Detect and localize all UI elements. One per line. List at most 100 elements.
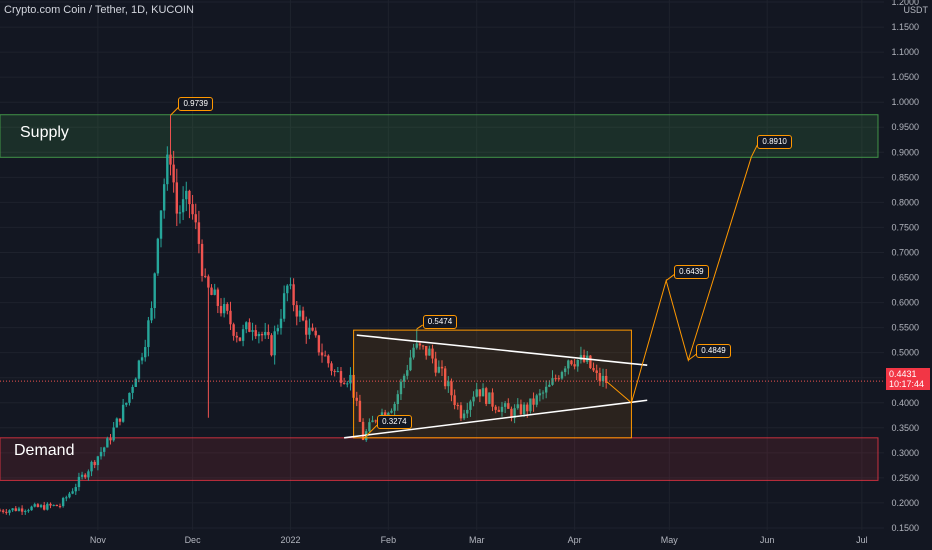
y-tick-label: 0.3500 [891,423,919,433]
candle-body [68,493,71,498]
candle-body [254,330,257,337]
y-tick-label: 0.7500 [891,222,919,232]
candle-body [311,327,314,331]
candle-body [191,204,194,215]
y-tick-label: 0.4000 [891,398,919,408]
price-callout: 0.9739 [178,97,213,112]
last-price-value: 0.4431 [889,369,917,379]
candle-body [371,420,374,423]
candle-body [560,372,564,379]
candle-body [77,476,81,488]
candle-body [213,289,216,295]
candle-body [601,375,605,382]
candle-body [336,371,340,373]
candle-body [459,405,463,419]
candle-body [327,355,330,364]
candle-body [30,506,33,511]
candle-body [153,273,156,309]
callout-pointer [362,424,378,440]
candle-body [447,381,450,387]
candle-body [349,374,352,384]
lower-trendline [344,399,648,439]
time-axis[interactable]: Nov Dec 2022 Feb Mar Apr May Jun Jul [90,535,868,545]
candle-body [162,184,166,211]
y-tick-label: 0.3000 [891,448,919,458]
candle-body [466,409,469,414]
candle-body [529,398,532,412]
candle-body [497,409,501,412]
candle-body [535,395,538,405]
candle-body [87,471,90,478]
y-tick-label: 0.8500 [891,172,919,182]
price-callout: 0.5474 [422,314,458,329]
candle-body [330,363,333,371]
candle-body [305,320,308,335]
candle-body [548,384,551,387]
candle-body [17,508,21,511]
candle-body [320,352,324,356]
candle-body [443,368,447,387]
candle-body [125,402,128,405]
candle-body [295,305,298,317]
candle-body [84,474,87,478]
candle-countdown: 10:17:44 [889,379,925,389]
candle-body [14,508,17,511]
candle-body [33,504,36,507]
y-tick-label: 1.0000 [891,97,919,107]
candle-body [519,404,523,415]
x-tick-label: Nov [90,535,107,545]
candle-body [323,355,327,357]
candle-body [554,378,557,380]
candle-body [210,287,213,295]
candle-body [526,404,529,412]
candle-body [589,355,592,368]
candle-body [314,330,317,336]
candle-body [431,348,434,359]
candle-body [115,418,119,428]
candle-body [169,154,172,165]
y-tick-label: 1.1000 [891,47,919,57]
candle-body [412,347,415,358]
candle-body [118,418,122,422]
candle-body [298,310,302,317]
candle-body [222,304,226,314]
candle-body [425,345,428,356]
candle-body [440,366,444,369]
candle-body [544,386,548,393]
candle-body [368,422,371,432]
candle-body [478,389,482,397]
candle-body [592,367,595,371]
candle-body [421,345,425,347]
candle-body [491,392,494,407]
candle-body [181,199,185,213]
x-tick-label: Jul [856,535,868,545]
zones [0,114,879,481]
candle-body [383,412,387,416]
candle-body [485,388,488,404]
axis-unit-label: USDT [904,5,929,15]
demand-zone-label: Demand [14,442,75,459]
candle-body [71,491,74,494]
candle-body [292,284,295,306]
candle-body [197,222,201,244]
candle-body [134,378,137,387]
candle-body [235,335,238,338]
candle-body [96,456,100,466]
candle-body [308,327,311,335]
candle-body [172,164,175,183]
candle-body [276,328,280,332]
candle-body [317,335,321,353]
candle-body [393,404,396,411]
candle-body [346,383,349,385]
candle-body [510,408,513,418]
candle-body [286,285,289,294]
candle-body [563,368,567,373]
x-tick-label: Dec [185,535,202,545]
candle-body [58,506,62,508]
candle-body [257,333,261,337]
candle-body [8,510,11,513]
candle-body [415,343,418,348]
candle-body [65,497,68,499]
